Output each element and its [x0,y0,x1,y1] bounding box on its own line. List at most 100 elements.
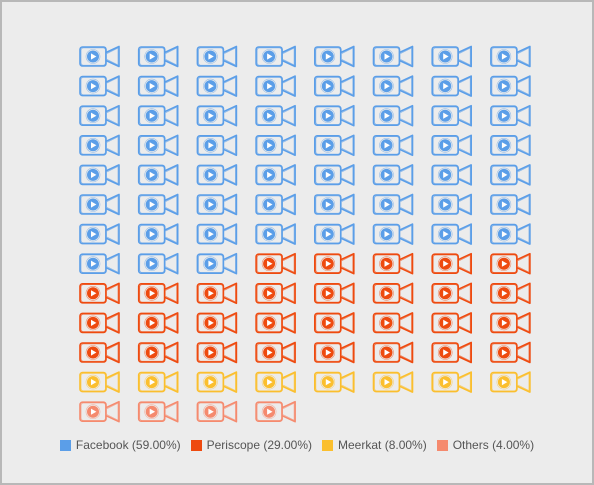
pictograph-icon-facebook [255,75,296,97]
pictograph-icon-periscope [255,252,296,275]
pictograph-icon-facebook [431,164,473,186]
pictograph-icon-facebook [137,193,179,216]
legend-item-periscope[interactable]: Periscope (29.00%) [190,438,313,452]
pictograph-icon-periscope [431,341,473,364]
legend: Facebook (59.00%) Periscope (29.00%) Mee… [2,438,592,452]
pictograph-icon-facebook [490,45,531,68]
pictograph-icon-facebook [79,164,120,186]
pictograph-icon-facebook [196,252,238,275]
pictograph-icon-periscope [372,312,414,334]
pictograph-icon-facebook [196,45,238,68]
pictograph-icon-facebook [431,75,473,97]
pictograph-icon-facebook [255,134,296,157]
pictograph-icon-others [255,400,296,423]
legend-swatch-periscope [190,439,202,451]
pictograph-chart [79,45,531,423]
pictograph-icon-facebook [255,223,296,245]
pictograph-icon-facebook [372,75,414,97]
pictograph-icon-facebook [490,193,531,216]
pictograph-icon-facebook [431,104,473,127]
pictograph-icon-facebook [137,75,179,97]
pictograph-icon-facebook [372,223,414,245]
legend-label-periscope: Periscope (29.00%) [206,438,313,452]
legend-item-meerkat[interactable]: Meerkat (8.00%) [322,438,427,452]
pictograph-icon-periscope [490,252,531,275]
pictograph-icon-facebook [137,164,179,186]
pictograph-icon-facebook [79,104,120,127]
pictograph-icon-facebook [255,164,296,186]
pictograph-icon-periscope [196,341,238,364]
pictograph-icon-periscope [431,282,473,305]
pictograph-icon-periscope [431,312,473,334]
pictograph-icon-facebook [255,104,296,127]
pictograph-icon-facebook [431,45,473,68]
pictograph-icon-facebook [79,193,120,216]
pictograph-icon-facebook [137,134,179,157]
pictograph-icon-periscope [255,341,296,364]
pictograph-icon-facebook [313,193,355,216]
legend-swatch-facebook [59,439,71,451]
pictograph-icon-meerkat [196,371,238,393]
pictograph-icon-facebook [79,134,120,157]
pictograph-icon-facebook [490,75,531,97]
pictograph-icon-facebook [313,75,355,97]
pictograph-icon-facebook [490,223,531,245]
pictograph-icon-periscope [313,252,355,275]
pictograph-icon-facebook [137,104,179,127]
pictograph-icon-meerkat [255,371,296,393]
pictograph-icon-periscope [490,282,531,305]
pictograph-icon-facebook [372,45,414,68]
pictograph-icon-periscope [255,282,296,305]
pictograph-icon-periscope [137,312,179,334]
pictograph-icon-facebook [313,134,355,157]
pictograph-icon-others [196,400,238,423]
pictograph-icon-periscope [372,252,414,275]
pictograph-icon-facebook [313,223,355,245]
pictograph-icon-periscope [490,341,531,364]
pictograph-icon-facebook [431,193,473,216]
pictograph-icon-meerkat [313,371,355,393]
pictograph-icon-facebook [490,134,531,157]
legend-swatch-others [436,439,448,451]
pictograph-icon-facebook [137,223,179,245]
pictograph-icon-facebook [79,252,120,275]
pictograph-icon-facebook [196,75,238,97]
pictograph-icon-facebook [490,164,531,186]
pictograph-icon-periscope [196,312,238,334]
pictograph-icon-periscope [372,341,414,364]
pictograph-icon-meerkat [372,371,414,393]
pictograph-icon-periscope [79,312,120,334]
legend-label-others: Others (4.00%) [452,438,535,452]
pictograph-icon-meerkat [79,371,120,393]
pictograph-icon-periscope [313,341,355,364]
pictograph-icon-facebook [137,45,179,68]
pictograph-icon-periscope [196,282,238,305]
pictograph-icon-facebook [196,164,238,186]
pictograph-icon-facebook [372,134,414,157]
pictograph-icon-periscope [137,282,179,305]
legend-item-others[interactable]: Others (4.00%) [436,438,535,452]
pictograph-icon-facebook [313,45,355,68]
pictograph-icon-periscope [372,282,414,305]
pictograph-icon-facebook [490,104,531,127]
pictograph-icon-periscope [313,312,355,334]
pictograph-icon-facebook [313,104,355,127]
pictograph-icon-periscope [255,312,296,334]
pictograph-icon-facebook [79,223,120,245]
pictograph-icon-periscope [79,341,120,364]
pictograph-icon-others [79,400,120,423]
legend-item-facebook[interactable]: Facebook (59.00%) [59,438,181,452]
pictograph-icon-facebook [255,45,296,68]
pictograph-icon-meerkat [490,371,531,393]
pictograph-icon-facebook [196,193,238,216]
pictograph-icon-periscope [79,282,120,305]
legend-swatch-meerkat [322,439,334,451]
pictograph-icon-facebook [372,164,414,186]
pictograph-icon-facebook [313,164,355,186]
pictograph-icon-periscope [490,312,531,334]
pictograph-icon-facebook [372,104,414,127]
pictograph-icon-others [137,400,179,423]
pictograph-icon-meerkat [431,371,473,393]
pictograph-icon-periscope [431,252,473,275]
